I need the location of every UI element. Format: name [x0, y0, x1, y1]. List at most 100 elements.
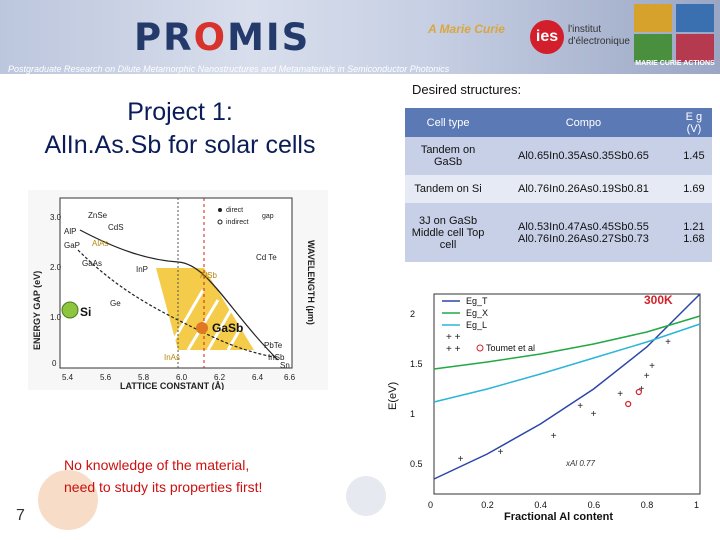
x-tick: 0.2 — [481, 500, 494, 510]
x-tick: 6.4 — [252, 373, 264, 382]
x-axis-label: LATTICE CONSTANT (Å) — [120, 381, 224, 390]
data-point: + — [649, 361, 655, 372]
legend-label: + + — [446, 344, 461, 355]
table-cell: 1.45 — [675, 137, 712, 175]
legend-indirect-marker — [217, 219, 223, 225]
legend-label: + + — [446, 332, 461, 343]
material-label: CdS — [108, 223, 124, 232]
legend-indirect: indirect — [226, 219, 249, 226]
bandgap-plot: 300K Fractional Al content E(eV) xAl 0.7… — [387, 293, 701, 523]
material-label: InAs — [164, 353, 180, 362]
xal-annotation: xAl 0.77 — [565, 459, 595, 468]
note-text: No knowledge of the material, need to st… — [64, 457, 263, 495]
y-tick: 3.0 — [50, 213, 62, 222]
y-tick: 1.5 — [410, 359, 423, 369]
legend-label: Eg_T — [466, 296, 488, 306]
x-tick: 0.4 — [534, 500, 547, 510]
y-axis-label-right: WAVELENGTH (μm) — [306, 240, 316, 325]
x-tick: 5.4 — [62, 373, 74, 382]
table-cell: Tandem on GaSb — [405, 137, 492, 175]
logo-quadrant — [676, 4, 714, 32]
header-banner: PROMIS A Marie Curie ies l'institut d'él… — [0, 0, 720, 74]
table-cell: 3J on GaSb Middle cell Top cell — [405, 203, 492, 262]
material-label: AlAs — [92, 239, 108, 248]
data-point: + — [617, 389, 623, 400]
y-tick: 1 — [410, 409, 415, 419]
legend-direct: direct — [226, 207, 243, 214]
table-cell: 1.21 1.68 — [675, 203, 712, 262]
table-header: Cell type — [405, 108, 492, 137]
lattice-constant-diagram: ZnSe CdS AlP GaP AlAs AlSb Cd Te GaAs In… — [28, 190, 328, 390]
table-cell: 1.69 — [675, 175, 712, 203]
y-tick: 0.5 — [410, 459, 423, 469]
ies-circle-icon: ies — [530, 20, 564, 54]
page-title: Project 1: AlIn.As.Sb for solar cells — [44, 98, 316, 159]
data-point: + — [458, 454, 464, 465]
data-point: + — [498, 447, 504, 458]
si-marker — [61, 301, 79, 319]
plot-frame — [433, 293, 701, 495]
data-point: + — [577, 401, 583, 412]
logo-quadrant — [634, 4, 672, 32]
y-axis-label-left: ENERGY GAP (eV) — [32, 271, 42, 350]
y-axis-label: E(eV) — [387, 382, 399, 410]
legend-gap: gap — [262, 213, 274, 220]
legend-label: Eg_L — [466, 320, 487, 330]
table-cell: Al0.53In0.47As0.45Sb0.55 Al0.76In0.26As0… — [491, 203, 676, 262]
table-header: E g (V) — [675, 108, 712, 137]
data-point: + — [638, 384, 644, 395]
promis-logo: PROMIS — [134, 16, 311, 59]
material-label: GaP — [64, 241, 80, 250]
table-row: Tandem on Si Al0.76In0.26As0.19Sb0.81 1.… — [405, 175, 712, 203]
data-point: + — [591, 409, 597, 420]
legend-direct-marker — [218, 208, 222, 212]
data-point: + — [644, 371, 650, 382]
ies-logo: ies l'institut d'électronique — [530, 18, 630, 62]
y-tick: 0 — [52, 359, 57, 368]
series-line — [433, 323, 701, 403]
watermark-circle — [346, 476, 386, 516]
data-point — [625, 400, 632, 408]
material-label: PbTe — [264, 341, 283, 350]
x-tick: 0.6 — [588, 500, 601, 510]
page-number: 7 — [16, 507, 25, 524]
material-label: Cd Te — [256, 253, 277, 262]
x-tick: 6.2 — [214, 373, 226, 382]
material-label: Sn — [280, 361, 290, 370]
x-tick: 5.8 — [138, 373, 150, 382]
data-point: + — [665, 337, 671, 348]
table-cell: Al0.76In0.26As0.19Sb0.81 — [491, 175, 676, 203]
table-row: 3J on GaSb Middle cell Top cell Al0.53In… — [405, 203, 712, 262]
x-tick: 6.6 — [284, 373, 296, 382]
table-cell: Al0.65In0.35As0.35Sb0.65 — [491, 137, 676, 175]
x-tick: 1 — [694, 500, 699, 510]
data-point: + — [551, 431, 557, 442]
x-tick: 6.0 — [176, 373, 188, 382]
series-line — [433, 293, 701, 480]
logo-quadrant — [676, 34, 714, 62]
table-header: Compo — [491, 108, 676, 137]
gasb-marker — [196, 322, 208, 334]
legend-label: Eg_X — [466, 308, 488, 318]
table-row: Tandem on GaSb Al0.65In0.35As0.35Sb0.65 … — [405, 137, 712, 175]
logo-quadrant — [634, 34, 672, 62]
y-tick: 2.0 — [50, 263, 62, 272]
y-tick: 1.0 — [50, 313, 62, 322]
table-cell: Tandem on Si — [405, 175, 492, 203]
legend-marker — [476, 344, 484, 352]
marie-curie-watermark: A Marie Curie — [428, 22, 505, 36]
desired-structures-label: Desired structures: — [412, 82, 522, 97]
material-label: GaAs — [82, 259, 102, 268]
data-point — [635, 388, 642, 396]
subtitle-bar: Postgraduate Research on Dilute Metamorp… — [8, 64, 450, 74]
watermark-circle — [38, 470, 98, 530]
x-axis-label: Fractional Al content — [504, 511, 613, 523]
x-tick: 0.8 — [641, 500, 654, 510]
material-label: ZnSe — [88, 211, 108, 220]
x-tick: 5.6 — [100, 373, 112, 382]
gasb-label: GaSb — [212, 321, 243, 335]
material-label: AlP — [64, 227, 76, 236]
si-label: Si — [80, 305, 91, 319]
material-label: Ge — [110, 299, 121, 308]
structures-table: Cell type Compo E g (V) Tandem on GaSb A… — [405, 108, 712, 262]
